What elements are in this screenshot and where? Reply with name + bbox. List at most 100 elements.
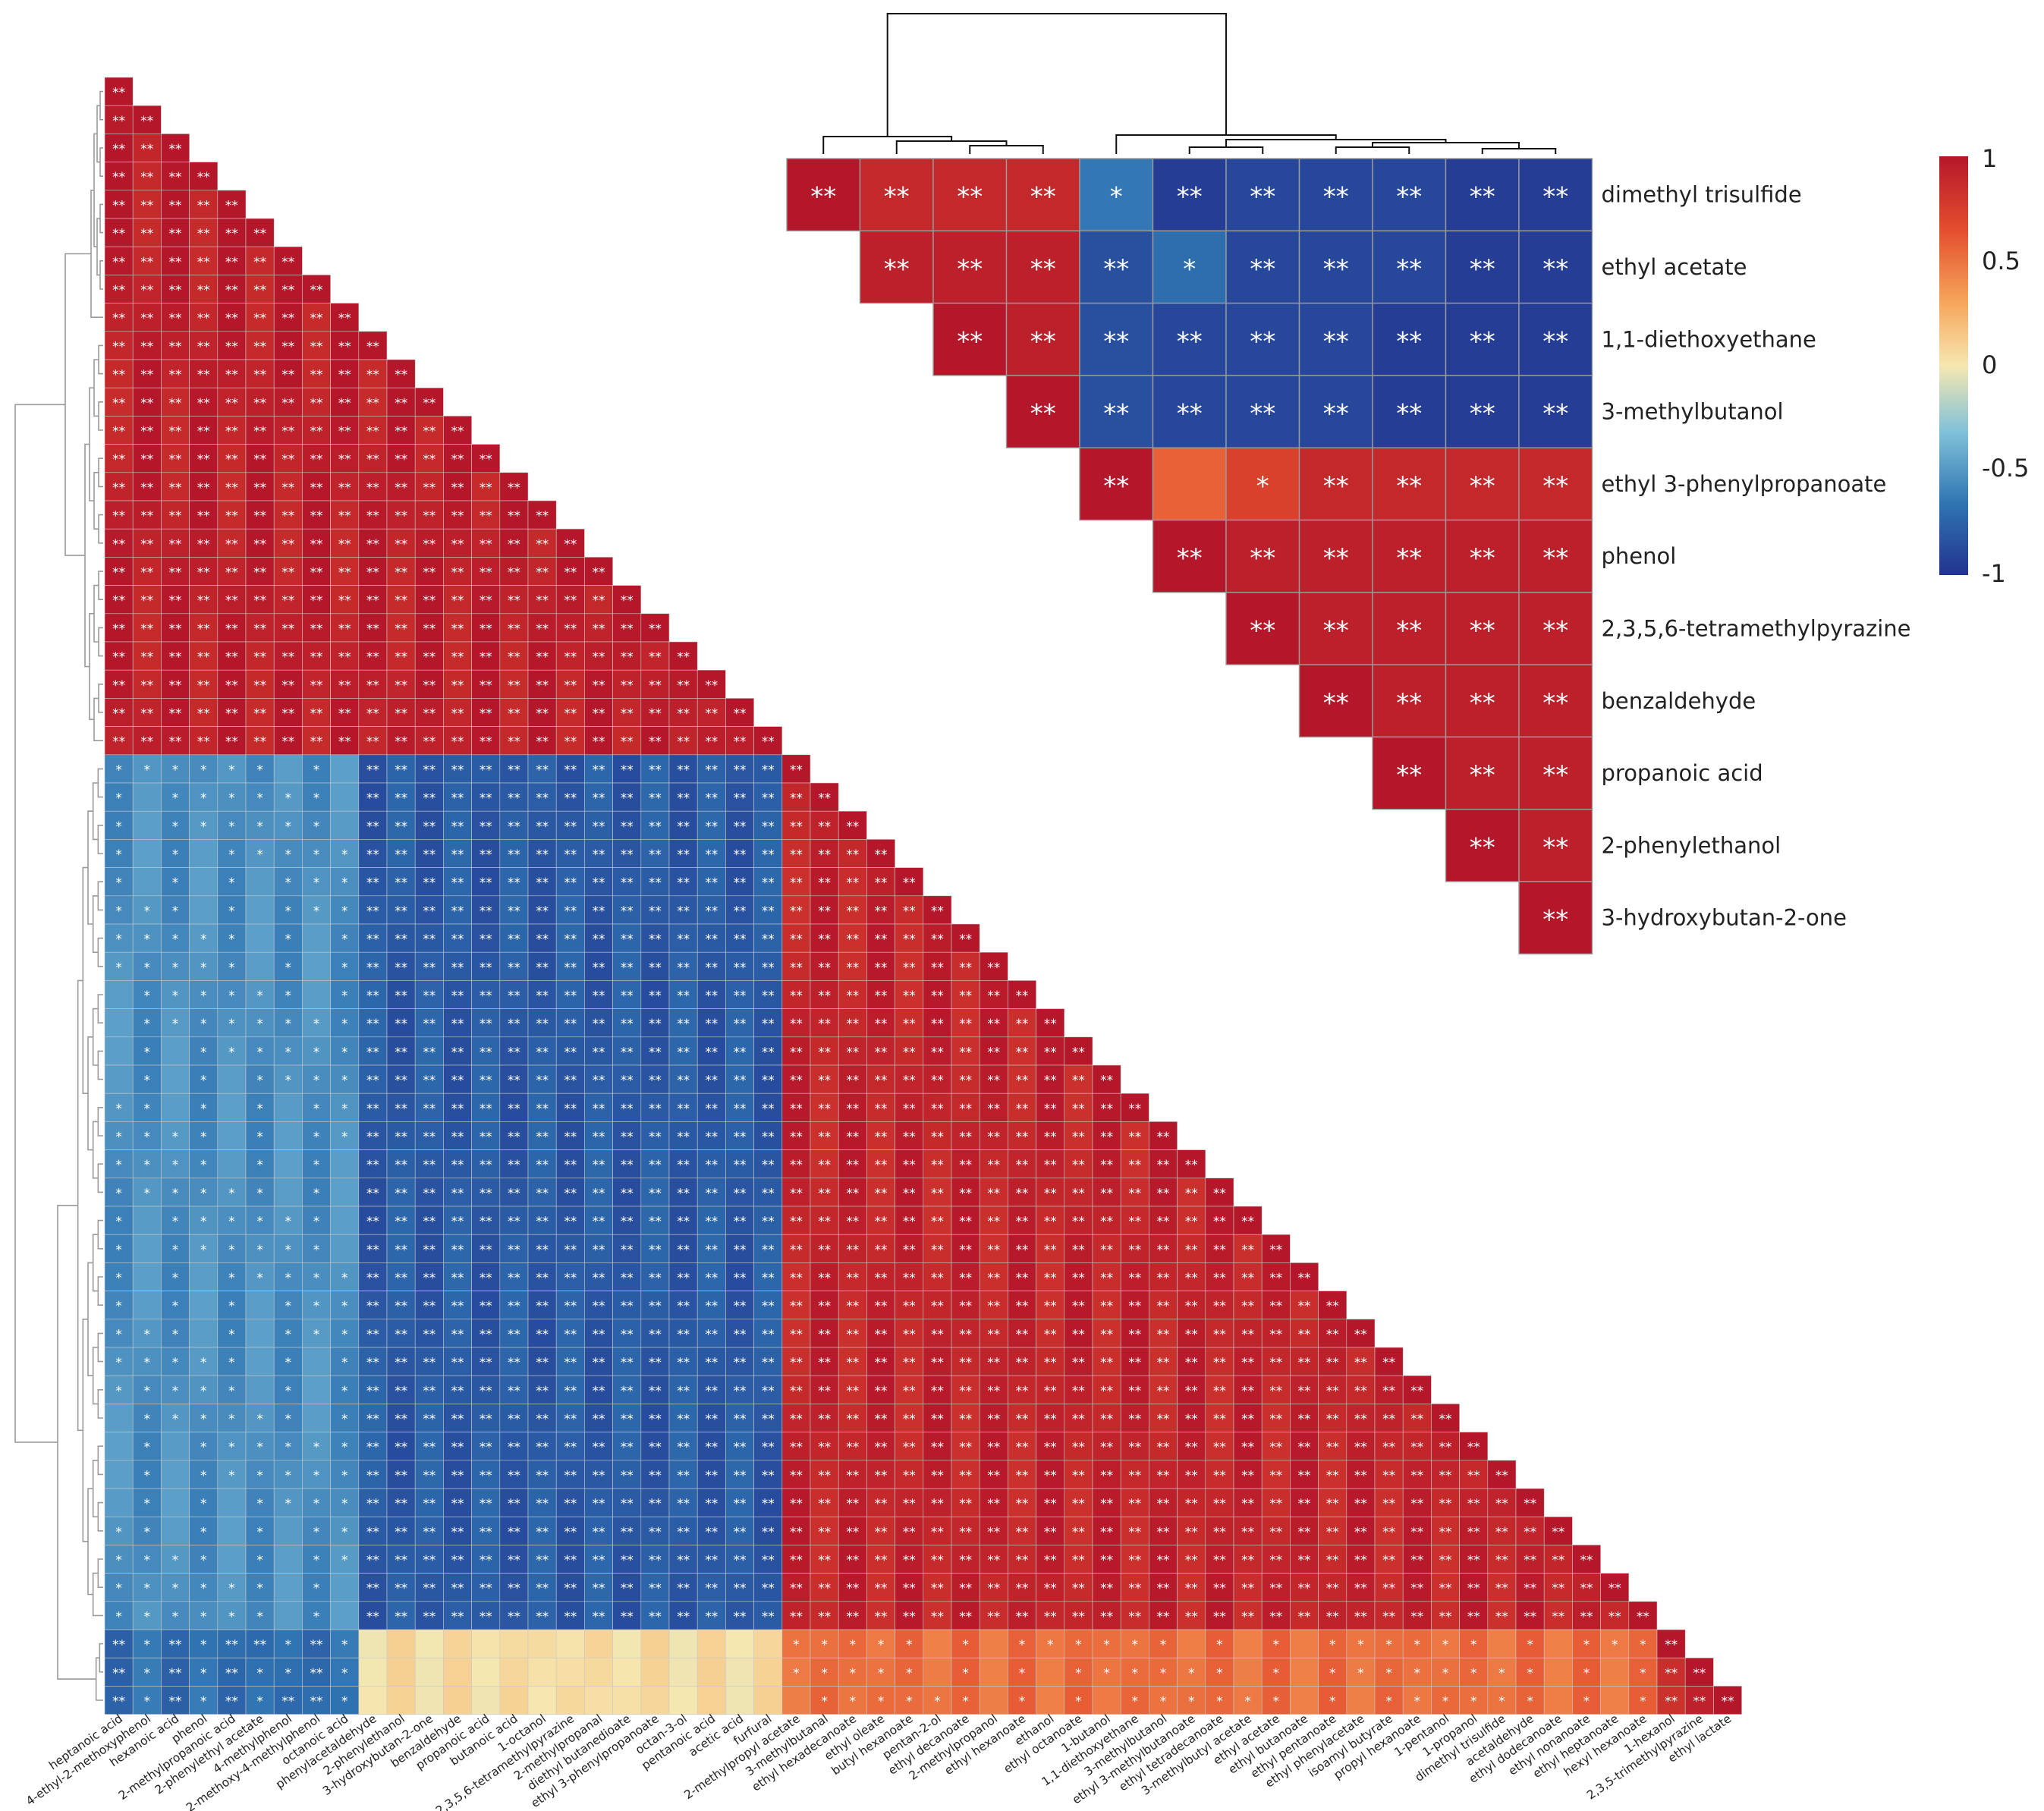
significance-mark: * [172, 1384, 179, 1399]
significance-mark: * [228, 1440, 235, 1455]
significance-mark: ** [169, 537, 182, 552]
significance-mark: ** [677, 932, 690, 948]
significance-mark: ** [366, 961, 379, 976]
heatmap-cell [386, 1657, 416, 1687]
significance-mark: ** [734, 819, 747, 835]
significance-mark: ** [1524, 1525, 1536, 1540]
significance-mark: * [256, 1158, 263, 1173]
heatmap-cell [273, 1601, 303, 1630]
significance-mark: ** [480, 565, 492, 580]
significance-mark: ** [762, 1440, 775, 1455]
heatmap-cell [612, 782, 642, 812]
significance-mark: * [1357, 1666, 1364, 1681]
significance-mark: ** [1213, 1468, 1226, 1483]
significance-mark: ** [395, 537, 407, 552]
significance-mark: ** [1439, 1609, 1452, 1624]
heatmap-cell [951, 923, 980, 953]
significance-mark: ** [987, 1412, 1000, 1427]
heatmap-cell [781, 867, 811, 897]
inset-row-label: 2-phenylethanol [1602, 832, 1781, 858]
significance-mark: ** [593, 1130, 605, 1145]
significance-mark: ** [508, 762, 520, 778]
significance-mark: ** [1495, 1497, 1508, 1512]
significance-mark: ** [253, 537, 266, 552]
significance-mark: ** [818, 876, 831, 891]
heatmap-cell [443, 416, 472, 445]
significance-mark: ** [338, 424, 351, 439]
significance-mark: ** [987, 989, 1000, 1004]
heatmap-cell [132, 810, 162, 840]
significance-mark: ** [818, 1186, 831, 1201]
dendrogram-branch [97, 1050, 103, 1080]
significance-mark: ** [1326, 1412, 1339, 1427]
significance-mark: ** [818, 1102, 831, 1117]
heatmap-cell [584, 557, 613, 586]
significance-mark: * [144, 1638, 151, 1653]
significance-mark: ** [423, 650, 436, 665]
significance-mark: ** [480, 706, 492, 722]
significance-mark: ** [593, 791, 605, 806]
heatmap-cell [697, 810, 726, 840]
significance-mark: ** [649, 678, 662, 693]
significance-mark: ** [281, 621, 294, 637]
significance-mark: ** [423, 678, 436, 693]
significance-mark: ** [225, 537, 238, 552]
significance-mark: ** [1552, 1609, 1564, 1624]
heatmap-cell [923, 895, 952, 925]
significance-mark: ** [197, 480, 210, 495]
heatmap-cell [104, 1036, 134, 1066]
significance-mark: ** [564, 1215, 577, 1230]
heatmap-cell [979, 1686, 1008, 1715]
heatmap-cell [132, 359, 162, 388]
heatmap-cell [217, 895, 247, 925]
significance-mark: ** [508, 509, 520, 524]
significance-mark: ** [1072, 1356, 1085, 1371]
significance-mark: ** [734, 1017, 747, 1032]
heatmap-cell [245, 387, 275, 417]
heatmap-cell [414, 613, 444, 643]
heatmap-cell [414, 472, 444, 501]
significance-mark: ** [903, 932, 916, 948]
heatmap-cell [471, 754, 501, 784]
significance-mark: ** [903, 876, 916, 891]
significance-mark: ** [846, 1468, 859, 1483]
significance-mark: ** [1637, 1609, 1649, 1624]
significance-mark: ** [790, 1271, 803, 1286]
heatmap-cell [753, 726, 783, 756]
heatmap-cell [302, 585, 331, 615]
heatmap-cell [132, 275, 162, 303]
significance-mark: * [256, 989, 263, 1004]
significance-mark: ** [875, 1158, 888, 1173]
significance-mark: * [172, 1299, 179, 1314]
significance-mark: * [228, 1412, 235, 1427]
significance-mark: ** [705, 1045, 718, 1060]
heatmap-cell [414, 782, 444, 812]
heatmap-cell [330, 754, 360, 784]
significance-mark: ** [112, 114, 125, 129]
significance-mark: ** [1044, 1243, 1057, 1258]
significance-mark: ** [790, 961, 803, 976]
heatmap-cell [302, 275, 331, 303]
significance-mark: ** [593, 1327, 605, 1342]
significance-mark: ** [1044, 1412, 1057, 1427]
significance-mark: ** [1410, 1525, 1423, 1540]
dendrogram-branch [92, 782, 99, 841]
heatmap-cell [443, 1686, 472, 1715]
significance-mark: * [285, 1497, 292, 1512]
significance-mark: * [200, 1215, 207, 1230]
significance-mark: ** [593, 650, 605, 665]
significance-mark: ** [508, 621, 520, 637]
significance-mark: ** [1100, 1356, 1113, 1371]
significance-mark: ** [1030, 326, 1056, 357]
significance-mark: ** [987, 1017, 1000, 1032]
significance-mark: ** [366, 734, 379, 750]
heatmap-cell [1600, 1686, 1630, 1715]
significance-mark: ** [987, 1215, 1000, 1230]
significance-mark: ** [366, 1356, 379, 1371]
significance-mark: ** [903, 1440, 916, 1455]
significance-mark: ** [705, 1158, 718, 1173]
heatmap-cell [217, 839, 247, 868]
significance-mark: ** [1016, 1609, 1029, 1624]
significance-mark: ** [959, 1299, 972, 1314]
heatmap-cell [668, 839, 698, 868]
